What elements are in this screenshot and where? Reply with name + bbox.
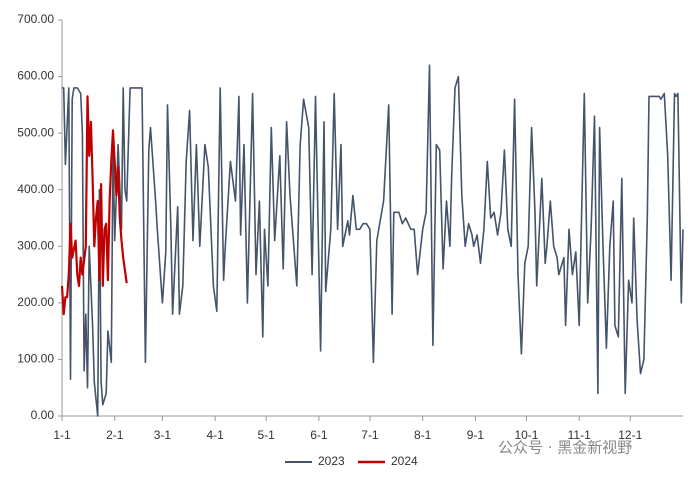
x-tick-label: 3-1 (154, 428, 172, 442)
x-tick-label: 11-1 (568, 428, 591, 442)
x-tick-label: 10-1 (514, 428, 538, 442)
y-tick-label: 200.00 (17, 295, 54, 309)
watermark: 公众号 · 黑金新视野 (498, 439, 632, 457)
x-tick-label: 5-1 (257, 428, 275, 442)
y-tick-label: 300.00 (17, 238, 54, 252)
y-tick-label: 600.00 (17, 69, 54, 83)
x-tick-label: 6-1 (310, 428, 328, 442)
y-tick-label: 700.00 (17, 12, 54, 26)
x-tick-label: 1-1 (53, 428, 71, 442)
legend-label: 2023 (318, 454, 345, 468)
x-tick-label: 12-1 (618, 428, 642, 442)
series-line (62, 64, 684, 417)
y-tick-label: 500.00 (17, 125, 54, 139)
series-line (60, 95, 128, 316)
y-tick-label: 100.00 (17, 352, 54, 366)
y-tick-label: 0.00 (31, 408, 55, 422)
x-tick-label: 9-1 (467, 428, 485, 442)
y-tick-label: 400.00 (17, 182, 54, 196)
x-tick-label: 2-1 (106, 428, 124, 442)
x-tick-label: 7-1 (361, 428, 379, 442)
legend-label: 2024 (391, 454, 418, 468)
x-tick-label: 4-1 (206, 428, 224, 442)
x-tick-label: 8-1 (414, 428, 432, 442)
